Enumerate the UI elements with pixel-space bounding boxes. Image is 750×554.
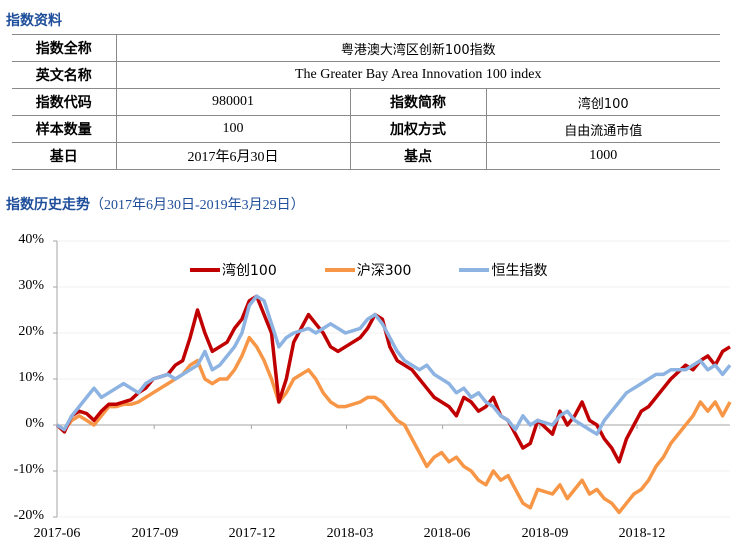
- value-short-name: 湾创100: [485, 88, 720, 116]
- y-tick-label: -10%: [13, 462, 44, 477]
- x-tick-label: 2017-12: [228, 526, 276, 541]
- label-base-point: 基点: [349, 142, 486, 170]
- label-full-name: 指数全称: [12, 34, 116, 62]
- label-base-date: 基日: [12, 142, 116, 170]
- value-full-name: 粤港澳大湾区创新100指数: [115, 34, 720, 62]
- label-english-name: 英文名称: [12, 61, 116, 89]
- table-row: 基日 2017年6月30日 基点 1000: [12, 142, 720, 170]
- legend-label: 恒生指数: [491, 263, 548, 279]
- history-date-range: （2017年6月30日-2019年3月29日）: [90, 198, 305, 213]
- y-tick-label: 0%: [25, 416, 44, 431]
- x-tick-label: 2018-06: [423, 526, 471, 541]
- label-sample-count: 样本数量: [12, 115, 116, 143]
- label-short-name: 指数简称: [349, 88, 486, 116]
- section-title-index-info: 指数资料: [6, 13, 62, 29]
- table-row: 指数全称 粤港澳大湾区创新100指数: [12, 34, 720, 62]
- y-tick-label: 20%: [18, 324, 44, 339]
- legend-swatch-icon: [324, 268, 355, 272]
- y-tick-label: 10%: [18, 370, 44, 385]
- label-weighting: 加权方式: [349, 115, 486, 143]
- x-tick-label: 2017-09: [131, 526, 179, 541]
- x-tick-label: 2017-06: [33, 526, 81, 541]
- value-index-code: 980001: [115, 88, 350, 116]
- value-weighting: 自由流通市值: [485, 115, 720, 143]
- x-tick-label: 2018-03: [326, 526, 374, 541]
- y-tick-label: -20%: [13, 508, 44, 523]
- x-tick-label: 2018-09: [521, 526, 569, 541]
- index-history-chart: 40% 30% 20% 10% 0% -10% -20% 2017-06 2017-09 201…: [0, 228, 750, 554]
- section-title-history: 指数历史走势（2017年6月30日-2019年3月29日）: [6, 194, 305, 214]
- y-tick-label: 40%: [18, 232, 44, 247]
- legend-swatch-icon: [459, 268, 490, 272]
- chart-plot-area: [53, 240, 732, 518]
- legend-label: 湾创100: [222, 263, 277, 279]
- table-row: 指数代码 980001 指数简称 湾创100: [12, 88, 720, 116]
- series-line: [56, 294, 732, 436]
- series-line: [56, 335, 732, 515]
- value-base-point: 1000: [485, 142, 720, 170]
- value-sample-count: 100: [115, 115, 350, 143]
- table-row: 样本数量 100 加权方式 自由流通市值: [12, 115, 720, 143]
- legend-item-hang-seng: 恒生指数: [459, 260, 547, 280]
- index-info-table: 指数全称 粤港澳大湾区创新100指数 英文名称 The Greater Bay …: [12, 34, 720, 170]
- series-line: [55, 294, 731, 464]
- legend-label: 沪深300: [356, 263, 412, 279]
- x-tick-label: 2018-12: [618, 526, 666, 541]
- legend-swatch-icon: [190, 268, 220, 272]
- legend-item-wanchuang100: 湾创100: [190, 260, 277, 280]
- value-english-name: The Greater Bay Area Innovation 100 inde…: [115, 61, 720, 89]
- chart-legend: 湾创100 沪深300 恒生指数: [190, 260, 595, 280]
- y-tick-label: 30%: [18, 278, 44, 293]
- value-base-date: 2017年6月30日: [115, 142, 350, 170]
- label-index-code: 指数代码: [12, 88, 116, 116]
- legend-item-hs300: 沪深300: [324, 260, 412, 280]
- table-row: 英文名称 The Greater Bay Area Innovation 100…: [12, 61, 720, 89]
- history-title: 指数历史走势: [6, 197, 90, 213]
